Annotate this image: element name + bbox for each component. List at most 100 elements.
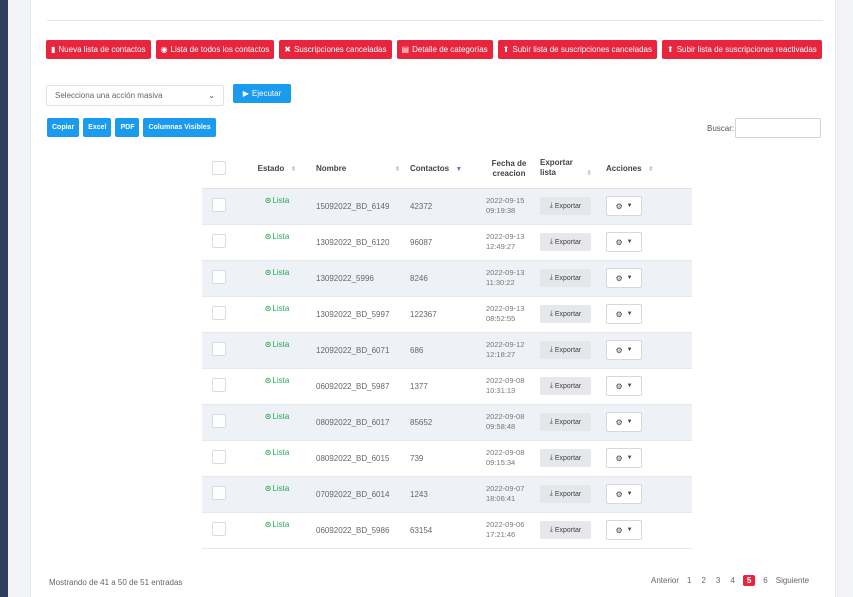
x-icon: ✖ <box>284 45 291 54</box>
top-button-5[interactable]: ⬆ Subir lista de suscripciones reactivada… <box>662 40 822 59</box>
row-fecha-cell: 2022-09-06 17:21:46 <box>482 512 536 549</box>
row-actions-dropdown[interactable]: ⚙ ▼ <box>606 484 642 504</box>
bulk-action-select-value: Selecciona una acción masiva <box>55 91 163 100</box>
export-copiar-button[interactable]: Copiar <box>47 118 80 137</box>
pagination-page-2[interactable]: 2 <box>701 576 706 585</box>
header-nombre-label: Nombre <box>316 164 347 174</box>
export-row-button[interactable]: ⤓ Exportar <box>540 521 591 539</box>
caret-down-icon: ▼ <box>626 527 633 533</box>
row-acciones-cell: ⚙ ▼ <box>602 260 692 297</box>
row-actions-dropdown[interactable]: ⚙ ▼ <box>606 412 642 432</box>
row-time: 17:21:46 <box>486 530 516 539</box>
status-badge: ⊙Lista <box>265 448 290 457</box>
row-acciones-cell: ⚙ ▼ <box>602 224 692 261</box>
row-time: 10:31:13 <box>486 386 516 395</box>
status-label: Lista <box>272 267 290 277</box>
download-icon: ⤓ <box>549 454 553 461</box>
header-estado[interactable]: Estado ⬍ <box>242 150 312 189</box>
export-row-button[interactable]: ⤓ Exportar <box>540 269 591 287</box>
header-fecha[interactable]: Fecha de creacion <box>482 150 536 189</box>
row-time: 12:49:27 <box>486 242 516 251</box>
caret-down-icon: ▼ <box>626 383 633 389</box>
pagination-page-6[interactable]: 6 <box>763 576 768 585</box>
row-exportar-cell: ⤓ Exportar <box>536 260 602 297</box>
row-fecha: 2022-09-13 11:30:22 <box>486 268 532 288</box>
pagination-page-1[interactable]: 1 <box>687 576 692 585</box>
row-checkbox[interactable] <box>212 522 226 536</box>
export-columnas-visibles-button[interactable]: Columnas Visibles <box>143 118 216 137</box>
pagination-page-3[interactable]: 3 <box>715 576 721 585</box>
row-actions-dropdown[interactable]: ⚙ ▼ <box>606 376 642 396</box>
export-row-button[interactable]: ⤓ Exportar <box>540 377 591 395</box>
top-button-label: Nueva lista de contactos <box>58 45 146 54</box>
row-actions-dropdown[interactable]: ⚙ ▼ <box>606 196 642 216</box>
row-nombre: 08092022_BD_6015 <box>312 440 406 477</box>
header-acciones[interactable]: Acciones ⬍ <box>602 150 692 189</box>
row-actions-dropdown[interactable]: ⚙ ▼ <box>606 340 642 360</box>
top-button-4[interactable]: ⬆ Subir lista de suscripciones canceladas <box>497 40 658 59</box>
check-circle-icon: ⊙ <box>264 519 272 529</box>
select-all-checkbox[interactable] <box>212 160 226 175</box>
row-fecha-cell: 2022-09-12 12:18:27 <box>482 332 536 369</box>
export-row-button[interactable]: ⤓ Exportar <box>540 197 591 215</box>
row-estado-cell: ⊙Lista <box>242 476 312 513</box>
export-row-button[interactable]: ⤓ Exportar <box>540 449 591 467</box>
pagination-prev[interactable]: Anterior <box>651 576 680 585</box>
status-label: Lista <box>272 303 290 313</box>
row-fecha: 2022-09-13 08:52:55 <box>486 304 532 324</box>
top-button-0[interactable]: ▮ Nueva lista de contactos <box>46 40 151 59</box>
row-select-cell <box>202 476 242 513</box>
header-contactos[interactable]: Contactos ▼ <box>406 150 482 189</box>
row-checkbox[interactable] <box>212 306 226 320</box>
status-label: Lista <box>272 195 290 205</box>
row-checkbox[interactable] <box>212 414 226 428</box>
pagination-page-5[interactable]: 5 <box>742 575 756 586</box>
row-acciones-cell: ⚙ ▼ <box>602 332 692 369</box>
export-row-button[interactable]: ⤓ Exportar <box>540 485 591 503</box>
row-exportar-cell: ⤓ Exportar <box>536 224 602 261</box>
row-contactos: 85652 <box>406 404 482 441</box>
row-time: 12:18:27 <box>486 350 516 359</box>
caret-down-icon: ▼ <box>626 419 633 425</box>
top-button-1[interactable]: ◉ Lista de todos los contactos <box>155 40 275 59</box>
row-checkbox[interactable] <box>212 378 226 392</box>
execute-button[interactable]: ▶ Ejecutar <box>233 84 291 103</box>
top-button-2[interactable]: ✖ Suscripciones canceladas <box>279 40 392 59</box>
pagination-next[interactable]: Siguiente <box>775 576 810 585</box>
row-checkbox[interactable] <box>212 234 226 248</box>
export-row-button[interactable]: ⤓ Exportar <box>540 305 591 323</box>
row-estado-cell: ⊙Lista <box>242 296 312 333</box>
check-circle-icon: ⊙ <box>264 267 272 277</box>
row-estado-cell: ⊙Lista <box>242 368 312 405</box>
export-excel-button[interactable]: Excel <box>83 118 112 137</box>
status-label: Lista <box>272 411 290 421</box>
row-actions-dropdown[interactable]: ⚙ ▼ <box>606 304 642 324</box>
row-date: 2022-09-07 <box>486 484 525 493</box>
caret-down-icon: ▼ <box>626 311 633 317</box>
row-checkbox[interactable] <box>212 450 226 464</box>
row-actions-dropdown[interactable]: ⚙ ▼ <box>606 268 642 288</box>
row-checkbox[interactable] <box>212 486 226 500</box>
top-button-3[interactable]: ▤ Detalle de categorías <box>396 40 493 59</box>
row-fecha-cell: 2022-09-07 18:06:41 <box>482 476 536 513</box>
row-actions-dropdown[interactable]: ⚙ ▼ <box>606 448 642 468</box>
export-row-button[interactable]: ⤓ Exportar <box>540 233 591 251</box>
export-row-label: Exportar <box>554 526 582 534</box>
status-badge: ⊙Lista <box>265 520 290 529</box>
row-actions-dropdown[interactable]: ⚙ ▼ <box>606 232 642 252</box>
row-acciones-cell: ⚙ ▼ <box>602 440 692 477</box>
row-exportar-cell: ⤓ Exportar <box>536 332 602 369</box>
export-row-button[interactable]: ⤓ Exportar <box>540 341 591 359</box>
pagination-page-4[interactable]: 4 <box>730 576 735 585</box>
gear-icon: ⚙ <box>615 453 623 463</box>
header-exportar[interactable]: Exportar lista ⬍ <box>536 150 602 189</box>
search-input[interactable] <box>735 118 821 138</box>
export-row-button[interactable]: ⤓ Exportar <box>540 413 591 431</box>
bulk-action-select[interactable]: Selecciona una acción masiva ⌄ <box>46 85 224 106</box>
header-nombre[interactable]: Nombre ⬍ <box>312 150 406 189</box>
export-pdf-button[interactable]: PDF <box>115 118 140 137</box>
row-checkbox[interactable] <box>212 198 226 212</box>
row-actions-dropdown[interactable]: ⚙ ▼ <box>606 520 642 540</box>
row-checkbox[interactable] <box>212 342 226 356</box>
row-checkbox[interactable] <box>212 270 226 284</box>
